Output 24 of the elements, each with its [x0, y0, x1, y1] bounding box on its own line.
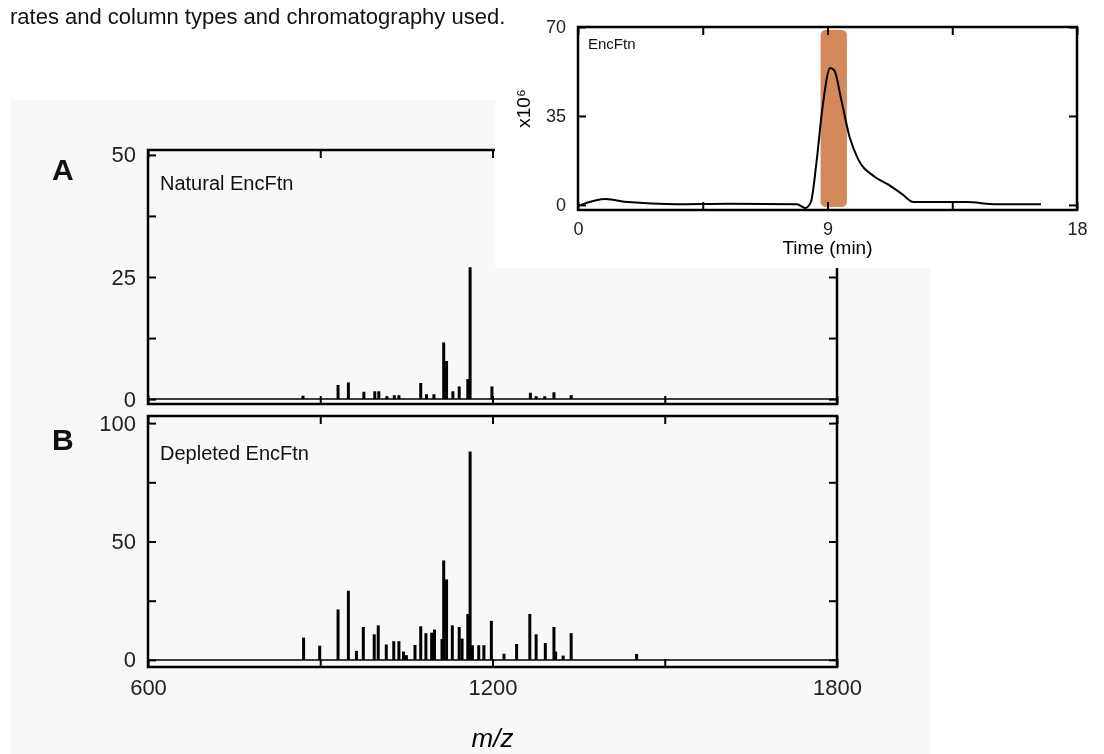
y-tick-label: 100: [99, 410, 136, 436]
annotation: Depleted EncFtn: [160, 442, 309, 464]
text: A: [52, 153, 74, 186]
x-tick-label: 600: [130, 674, 167, 700]
y-tick-label: 50: [111, 142, 136, 168]
annotation: EncFtn: [588, 35, 636, 52]
x-axis-title: m/z: [471, 723, 514, 753]
annotation: Natural EncFtn: [160, 172, 294, 194]
y-tick-label: 0: [555, 195, 566, 216]
y-tick-label: 70: [545, 17, 566, 38]
text: B: [52, 423, 74, 456]
x-axis-title: Time (min): [782, 237, 873, 258]
x-tick-label: 1200: [468, 674, 518, 700]
y-tick-label: 0: [123, 647, 136, 673]
y-tick-label: 25: [111, 264, 136, 290]
x-tick-label: 18: [1067, 218, 1088, 239]
y-tick-label: 35: [545, 106, 566, 127]
y-tick-label: 0: [123, 386, 136, 412]
text: rates and column types and chromatography used.: [10, 4, 506, 29]
x-tick-label: 1800: [813, 674, 862, 700]
y-tick-label: 50: [111, 529, 136, 555]
y-axis-title: x10⁶: [513, 89, 534, 128]
x-tick-label: 0: [573, 218, 584, 239]
x-tick-label: 9: [822, 218, 834, 239]
